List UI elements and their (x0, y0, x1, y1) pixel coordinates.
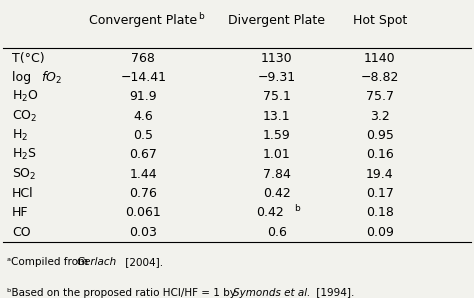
Text: H$_2$O: H$_2$O (12, 89, 39, 104)
Text: H$_2$: H$_2$ (12, 128, 28, 143)
Text: 0.18: 0.18 (366, 207, 394, 219)
Text: 0.16: 0.16 (366, 148, 394, 161)
Text: ᵇBased on the proposed ratio HCl/HF = 1 by: ᵇBased on the proposed ratio HCl/HF = 1 … (8, 288, 239, 298)
Text: −9.31: −9.31 (258, 71, 296, 84)
Text: 1130: 1130 (261, 52, 292, 65)
Text: −8.82: −8.82 (361, 71, 399, 84)
Text: 0.95: 0.95 (366, 129, 394, 142)
Text: Convergent Plate: Convergent Plate (89, 13, 197, 27)
Text: 1.01: 1.01 (263, 148, 291, 161)
Text: Hot Spot: Hot Spot (353, 13, 407, 27)
Text: 0.5: 0.5 (133, 129, 153, 142)
Text: [2004].: [2004]. (122, 257, 164, 267)
Text: 91.9: 91.9 (129, 90, 157, 103)
Text: H$_2$S: H$_2$S (12, 147, 37, 162)
Text: 1.59: 1.59 (263, 129, 291, 142)
Text: CO$_2$: CO$_2$ (12, 108, 37, 124)
Text: Divergent Plate: Divergent Plate (228, 13, 325, 27)
Text: 0.67: 0.67 (129, 148, 157, 161)
Text: 75.1: 75.1 (263, 90, 291, 103)
Text: 19.4: 19.4 (366, 168, 394, 181)
Text: 13.1: 13.1 (263, 110, 291, 123)
Text: 7.84: 7.84 (263, 168, 291, 181)
Text: 75.7: 75.7 (366, 90, 394, 103)
Text: 0.061: 0.061 (126, 207, 161, 219)
Text: HF: HF (12, 207, 28, 219)
Text: −14.41: −14.41 (120, 71, 166, 84)
Text: b: b (199, 12, 204, 21)
Text: 0.09: 0.09 (366, 226, 394, 239)
Text: 0.03: 0.03 (129, 226, 157, 239)
Text: 0.42: 0.42 (263, 187, 291, 200)
Text: SO$_2$: SO$_2$ (12, 167, 36, 182)
Text: 1140: 1140 (364, 52, 396, 65)
Text: 0.42: 0.42 (256, 207, 283, 219)
Text: 768: 768 (131, 52, 155, 65)
Text: CO: CO (12, 226, 31, 239)
Text: $fO_2$: $fO_2$ (41, 69, 62, 86)
Text: ᵃCompiled from: ᵃCompiled from (8, 257, 92, 267)
Text: 0.76: 0.76 (129, 187, 157, 200)
Text: 1.44: 1.44 (129, 168, 157, 181)
Text: 0.17: 0.17 (366, 187, 394, 200)
Text: b: b (295, 204, 301, 213)
Text: 0.6: 0.6 (267, 226, 287, 239)
Text: 4.6: 4.6 (134, 110, 153, 123)
Text: log: log (12, 71, 35, 84)
Text: [1994].: [1994]. (313, 288, 354, 298)
Text: 3.2: 3.2 (370, 110, 390, 123)
Text: Gerlach: Gerlach (77, 257, 117, 267)
Text: Symonds et al.: Symonds et al. (233, 288, 310, 298)
Text: T(°C): T(°C) (12, 52, 45, 65)
Text: HCl: HCl (12, 187, 34, 200)
